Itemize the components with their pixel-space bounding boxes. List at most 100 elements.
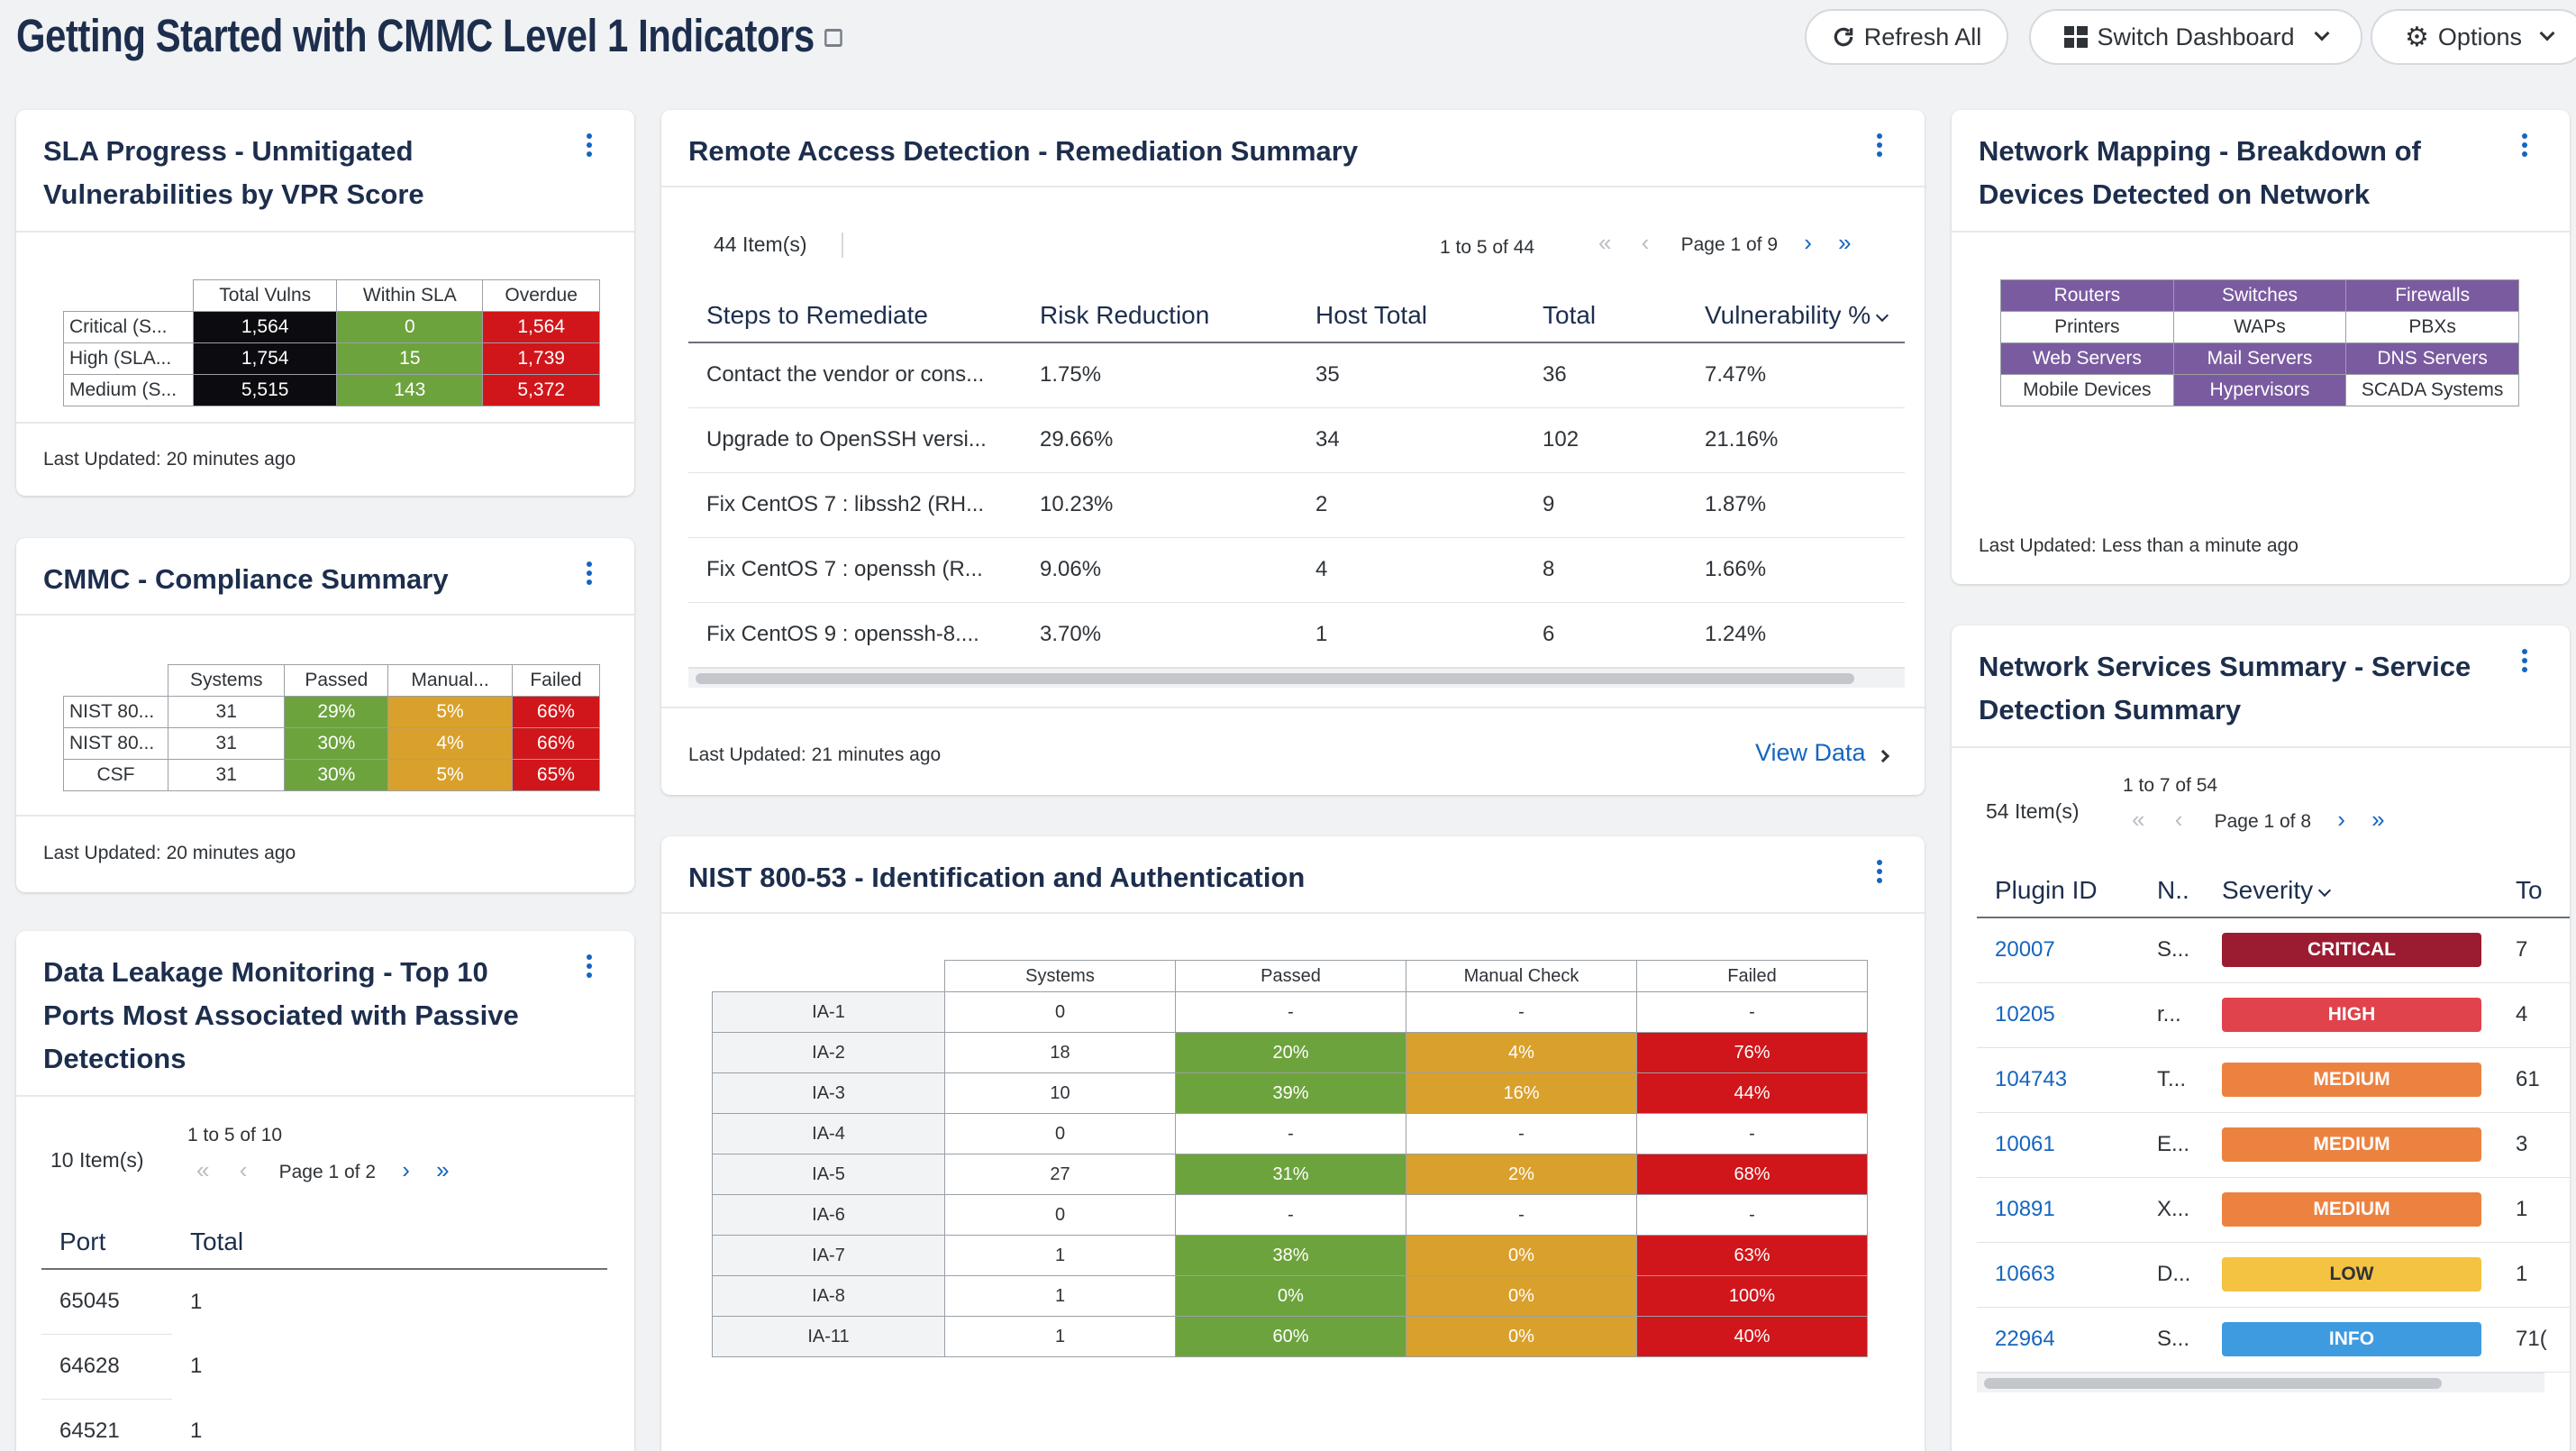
last-updated: Last Updated: 20 minutes ago xyxy=(43,449,296,470)
grid-icon xyxy=(2064,26,2089,48)
network-services-card: Network Services Summary - Service Detect… xyxy=(1952,625,2570,1451)
table-row: IA-5 27 31% 2% 68% xyxy=(712,1154,1868,1195)
card-menu-icon[interactable] xyxy=(586,954,593,980)
switch-dashboard-button[interactable]: Switch Dashboard xyxy=(2029,9,2362,65)
chevron-down-icon xyxy=(2539,25,2555,41)
device-grid: Routers Switches Firewalls Printers WAPs PBX… xyxy=(2000,279,2519,406)
cmmc-table: Systems Passed Manual... Failed NIST 80... 3… xyxy=(63,664,601,791)
card-menu-icon[interactable] xyxy=(586,133,593,159)
chevron-right-icon xyxy=(1876,749,1889,763)
plugin-id-link[interactable]: 20007 xyxy=(1977,917,2139,983)
severity-badge: MEDIUM xyxy=(2222,1192,2481,1227)
next-page-icon[interactable]: › xyxy=(1804,229,1812,256)
table-row: IA-2 18 20% 4% 76% xyxy=(712,1032,1868,1073)
table-row: High (SLA... 1,754 15 1,739 xyxy=(63,342,600,375)
card-menu-icon[interactable] xyxy=(1876,860,1883,885)
table-row: 22964 S... INFO 71( xyxy=(1977,1307,2570,1373)
plugin-id-link[interactable]: 104743 xyxy=(1977,1047,2139,1113)
item-count: 10 Item(s) xyxy=(50,1148,144,1172)
nist-table: Systems Passed Manual Check Failed IA-1 0- - -… xyxy=(712,960,1868,1357)
table-row: 65045 1 xyxy=(41,1269,607,1335)
table-row: NIST 80... 31 30% 4% 66% xyxy=(63,727,601,760)
severity-badge: MEDIUM xyxy=(2222,1127,2481,1162)
page-range: 1 to 7 of 54 xyxy=(2123,775,2218,796)
last-page-icon[interactable]: » xyxy=(2371,806,2385,833)
last-page-icon[interactable]: » xyxy=(436,1156,450,1183)
table-row: IA-1 0- - - xyxy=(712,991,1868,1033)
card-title: Network Services Summary - Service Detect… xyxy=(1979,651,2471,726)
table-row: Fix CentOS 9 : openssh-8.... 3.70% 1 6 1.24% xyxy=(688,602,1905,668)
gear-icon: ⚙ xyxy=(2405,22,2429,52)
book-icon[interactable] xyxy=(824,28,843,47)
card-menu-icon[interactable] xyxy=(586,561,593,587)
table-row: Contact the vendor or cons... 1.75% 35 36 7.… xyxy=(688,342,1905,408)
last-updated: Last Updated: Less than a minute ago xyxy=(1979,535,2298,556)
refresh-icon xyxy=(1834,27,1853,47)
table-row: 10061 E... MEDIUM 3 xyxy=(1977,1112,2570,1178)
table-row: 10663 D... LOW 1 xyxy=(1977,1242,2570,1308)
card-title: Network Mapping - Breakdown of Devices De… xyxy=(1979,135,2421,210)
table-row: 10205 r... HIGH 4 xyxy=(1977,982,2570,1048)
table-row: Printers WAPs PBXs xyxy=(2000,311,2519,343)
options-button[interactable]: ⚙ Options xyxy=(2371,9,2576,65)
card-title: Remote Access Detection - Remediation Su… xyxy=(688,135,1359,167)
last-updated: Last Updated: 20 minutes ago xyxy=(43,843,296,863)
item-count: 44 Item(s) xyxy=(714,233,807,256)
table-row: Upgrade to OpenSSH versi... 29.66% 34 102 21… xyxy=(688,407,1905,473)
plugin-id-link[interactable]: 10205 xyxy=(1977,982,2139,1048)
table-row: 64521 1 xyxy=(41,1399,607,1451)
sort-desc-icon xyxy=(1875,308,1889,322)
first-page-icon[interactable]: « xyxy=(2132,806,2145,833)
severity-badge: MEDIUM xyxy=(2222,1063,2481,1097)
services-table: Plugin ID N.. Severity To 20007 S... CRITICA… xyxy=(1977,863,2570,1373)
table-row: Routers Switches Firewalls xyxy=(2000,279,2519,312)
card-menu-icon[interactable] xyxy=(1876,133,1883,159)
view-data-link[interactable]: View Data xyxy=(1755,739,1889,767)
table-row: 104743 T... MEDIUM 61 xyxy=(1977,1047,2570,1113)
next-page-icon[interactable]: › xyxy=(402,1156,410,1183)
sort-desc-icon xyxy=(2317,883,2332,897)
page-range: 1 to 5 of 10 xyxy=(187,1125,283,1145)
plugin-id-link[interactable]: 10061 xyxy=(1977,1112,2139,1178)
first-page-icon[interactable]: « xyxy=(1598,229,1612,256)
card-menu-icon[interactable] xyxy=(2521,649,2528,674)
table-row: 64628 1 xyxy=(41,1334,607,1400)
plugin-id-link[interactable]: 10891 xyxy=(1977,1177,2139,1243)
remote-access-card: Remote Access Detection - Remediation Su… xyxy=(661,110,1925,795)
card-title: NIST 800-53 - Identification and Authent… xyxy=(688,862,1306,893)
prev-page-icon[interactable]: ‹ xyxy=(239,1156,248,1183)
table-row: Mobile Devices Hypervisors SCADA Systems xyxy=(2000,374,2519,406)
sla-table: Total Vulns Within SLA Overdue Critical (S… xyxy=(63,279,600,406)
table-row: CSF 31 30% 5% 65% xyxy=(63,759,601,791)
severity-badge: LOW xyxy=(2222,1257,2481,1291)
last-page-icon[interactable]: » xyxy=(1838,229,1852,256)
table-row: 10891 X... MEDIUM 1 xyxy=(1977,1177,2570,1243)
table-row: IA-3 10 39% 16% 44% xyxy=(712,1072,1868,1114)
prev-page-icon[interactable]: ‹ xyxy=(1641,229,1650,256)
horizontal-scrollbar[interactable] xyxy=(688,668,1905,688)
table-row: IA-8 1 0% 0% 100% xyxy=(712,1275,1868,1317)
severity-badge: HIGH xyxy=(2222,998,2481,1032)
plugin-id-link[interactable]: 22964 xyxy=(1977,1307,2139,1373)
pagination: « ‹ Page 1 of 8 › » xyxy=(2132,806,2385,833)
next-page-icon[interactable]: › xyxy=(2337,806,2345,833)
table-row: Fix CentOS 7 : openssh (R... 9.06% 4 8 1.66% xyxy=(688,537,1905,603)
table-row: NIST 80... 31 29% 5% 66% xyxy=(63,696,601,728)
ports-table: Port Total 65045 1 64628 1 64521 1 xyxy=(41,1215,607,1451)
page-range: 1 to 5 of 44 xyxy=(1440,237,1535,258)
item-count: 54 Item(s) xyxy=(1986,799,2080,823)
last-updated: Last Updated: 21 minutes ago xyxy=(688,744,942,765)
first-page-icon[interactable]: « xyxy=(196,1156,210,1183)
card-menu-icon[interactable] xyxy=(2521,133,2528,159)
prev-page-icon[interactable]: ‹ xyxy=(2174,806,2183,833)
table-row: 20007 S... CRITICAL 7 xyxy=(1977,917,2570,983)
plugin-id-link[interactable]: 10663 xyxy=(1977,1242,2139,1308)
horizontal-scrollbar[interactable] xyxy=(1977,1373,2544,1392)
nist-card: NIST 800-53 - Identification and Authent… xyxy=(661,836,1925,1451)
page-title: Getting Started with CMMC Level 1 Indica… xyxy=(16,9,843,62)
table-row: IA-11 1 60% 0% 40% xyxy=(712,1316,1868,1357)
severity-badge: CRITICAL xyxy=(2222,933,2481,968)
refresh-all-button[interactable]: Refresh All xyxy=(1805,9,2008,65)
card-title: CMMC - Compliance Summary xyxy=(43,563,449,595)
table-row: Critical (S... 1,564 0 1,564 xyxy=(63,311,600,343)
